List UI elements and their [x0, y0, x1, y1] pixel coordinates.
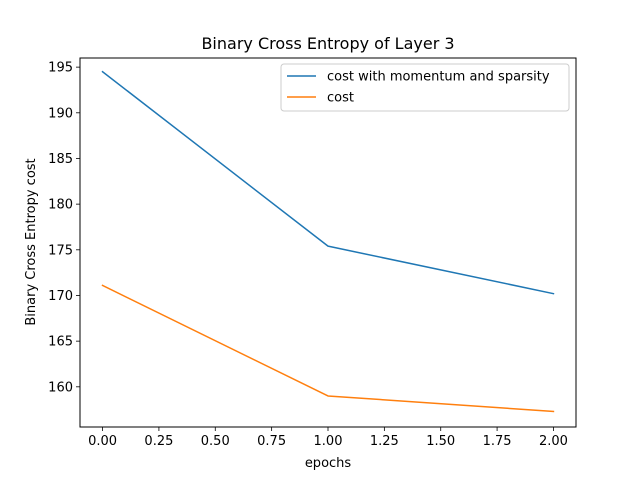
series-line-0 [101, 70, 555, 295]
y-tick-label: 180 [48, 198, 73, 213]
x-axis: 0.00 0.25 0.50 0.75 1.00 1.25 1.50 1.75 2.00 [88, 427, 568, 449]
x-tick-label: 1.00 [314, 434, 343, 449]
y-tick-label: 170 [48, 289, 73, 304]
legend-box [280, 63, 570, 112]
y-tick-label: 165 [48, 335, 73, 350]
legend-label-1: cost [327, 91, 354, 106]
x-axis-label: epochs [305, 456, 352, 471]
y-tick-label: 185 [48, 152, 73, 167]
y-axis-label: Binary Cross Entropy cost [24, 158, 39, 325]
x-tick-label: 1.50 [426, 434, 455, 449]
y-tick-label: 195 [48, 61, 73, 76]
legend-label-0: cost with momentum and sparsity [327, 70, 550, 85]
chart-title: Binary Cross Entropy of Layer 3 [201, 34, 454, 53]
x-tick-label: 0.50 [201, 434, 230, 449]
y-tick-label: 190 [48, 106, 73, 121]
x-tick-label: 0.25 [144, 434, 173, 449]
x-tick-label: 0.75 [257, 434, 286, 449]
x-tick-label: 0.00 [88, 434, 117, 449]
series-line-1 [101, 284, 555, 413]
y-axis: 160 165 170 175 180 185 190 195 [48, 61, 80, 395]
x-tick-label: 2.00 [539, 434, 568, 449]
y-tick-label: 160 [48, 380, 73, 395]
x-tick-label: 1.75 [483, 434, 512, 449]
legend: cost with momentum and sparsity cost [280, 63, 570, 112]
x-tick-label: 1.25 [370, 434, 399, 449]
y-tick-label: 175 [48, 243, 73, 258]
plot-frame [79, 57, 577, 428]
series-layer [101, 70, 555, 413]
